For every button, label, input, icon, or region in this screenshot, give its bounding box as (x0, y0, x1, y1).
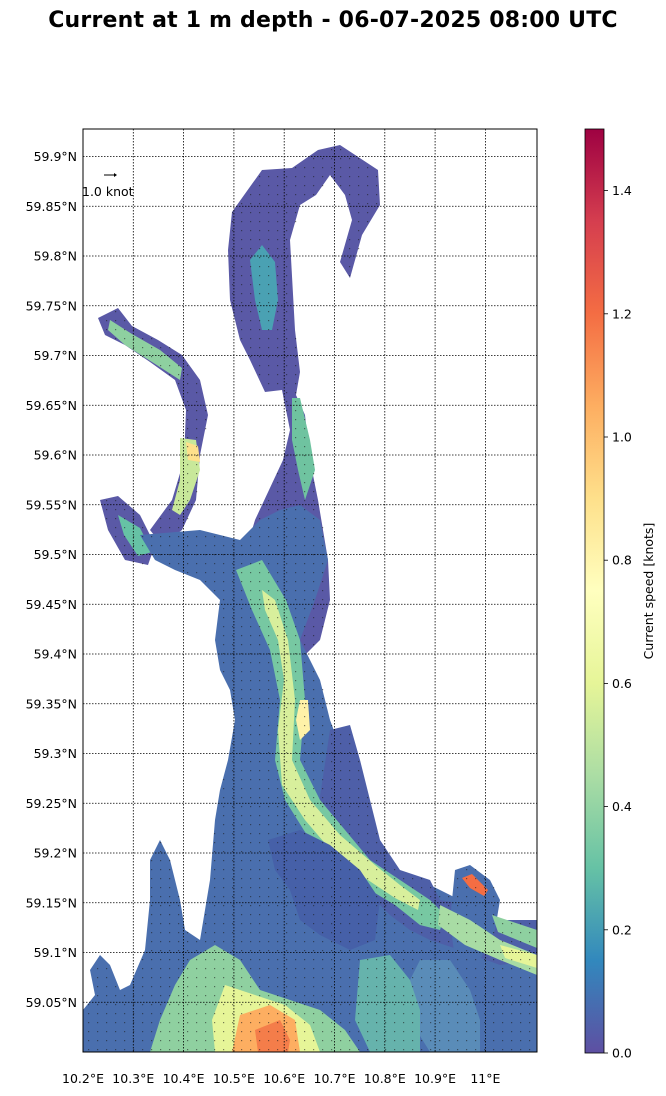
colorbar-ticks: 0.0 0.2 0.4 0.6 0.8 1.0 1.2 1.4 (604, 183, 632, 1061)
longitude-labels: 10.2°E 10.3°E 10.4°E 10.5°E 10.6°E 10.7°E 10.8… (62, 1071, 501, 1086)
lat-tick-label: 59.85°N (26, 199, 77, 214)
lon-tick-label: 10.2°E (62, 1071, 104, 1086)
lat-tick-label: 59.3°N (34, 746, 77, 761)
current-speed-field (83, 145, 537, 1052)
latitude-labels: 59.9°N 59.85°N 59.8°N 59.75°N 59.7°N 59.65°N 5… (26, 149, 77, 1010)
lon-tick-label: 11°E (470, 1071, 500, 1086)
colorbar: 0.0 0.2 0.4 0.6 0.8 1.0 1.2 1.4 Current speed [… (584, 128, 656, 1061)
lat-tick-label: 59.7°N (34, 348, 77, 363)
quiver-key-label: 1.0 knot (82, 184, 134, 199)
map-frame (82, 128, 538, 1053)
lat-tick-label: 59.65°N (26, 398, 77, 413)
lon-tick-label: 10.6°E (263, 1071, 305, 1086)
quiver-key-arrowhead-icon (114, 173, 117, 177)
colorbar-tick-label: 1.0 (612, 430, 632, 445)
lat-tick-label: 59.35°N (26, 696, 77, 711)
colorbar-label: Current speed [knots] (641, 523, 656, 660)
colorbar-tick-label: 0.2 (612, 922, 632, 937)
colorbar-scale (584, 128, 605, 1054)
lat-tick-label: 59.25°N (26, 796, 77, 811)
colorbar-tick-label: 0.0 (612, 1046, 632, 1061)
lat-tick-label: 59.45°N (26, 597, 77, 612)
lon-tick-label: 10.4°E (163, 1071, 205, 1086)
colorbar-tick-label: 1.2 (612, 306, 632, 321)
lat-tick-label: 59.55°N (26, 497, 77, 512)
colorbar-tick-label: 0.8 (612, 553, 632, 568)
lat-tick-label: 59.1°N (34, 945, 77, 960)
quiver-key: 1.0 knot (82, 173, 134, 199)
colorbar-tick-label: 0.6 (612, 676, 632, 691)
lat-tick-label: 59.4°N (34, 647, 77, 662)
lat-tick-label: 59.05°N (26, 995, 77, 1010)
map-gridlines (83, 129, 537, 1052)
page-title: Current at 1 m depth - 06-07-2025 08:00 … (48, 8, 618, 33)
lat-tick-label: 59.5°N (34, 547, 77, 562)
lon-tick-label: 10.8°E (364, 1071, 406, 1086)
lat-tick-label: 59.8°N (34, 249, 77, 264)
lat-tick-label: 59.2°N (34, 846, 77, 861)
lat-tick-label: 59.75°N (26, 298, 77, 313)
colorbar-tick-label: 0.4 (612, 799, 632, 814)
colorbar-tick-label: 1.4 (612, 183, 632, 198)
lon-tick-label: 10.7°E (314, 1071, 356, 1086)
lat-tick-label: 59.6°N (34, 448, 77, 463)
lat-tick-label: 59.9°N (34, 149, 77, 164)
lat-tick-label: 59.15°N (26, 895, 77, 910)
quiver-arrows (88, 149, 531, 1051)
lon-tick-label: 10.5°E (213, 1071, 255, 1086)
lon-tick-label: 10.9°E (414, 1071, 456, 1086)
lon-tick-label: 10.3°E (112, 1071, 154, 1086)
